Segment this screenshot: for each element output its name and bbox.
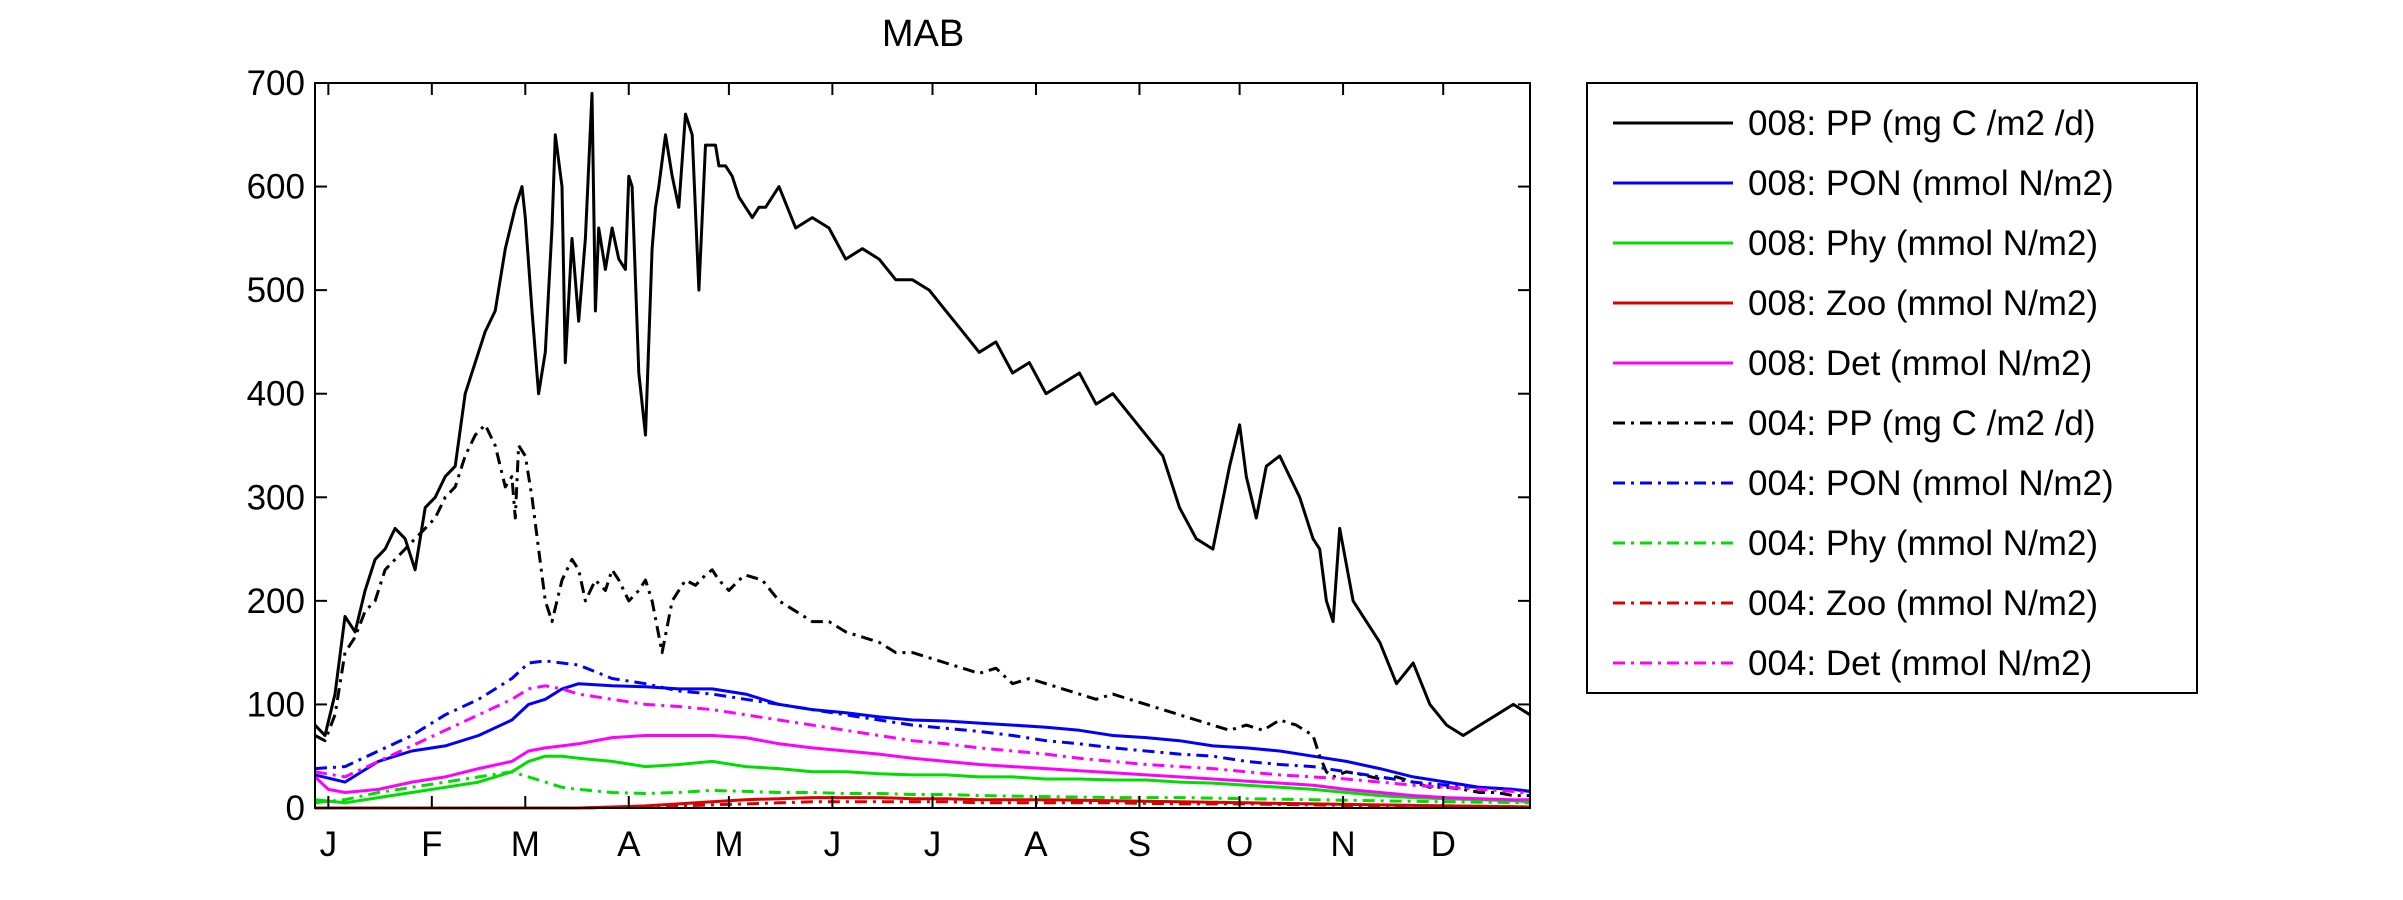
x-tick-label: M (511, 825, 540, 864)
legend-label-8: 004: Phy (mmol N/m2) (1748, 524, 2098, 563)
x-tick-label: D (1431, 825, 1456, 864)
x-tick-label: N (1330, 825, 1355, 864)
x-tick-label: O (1226, 825, 1253, 864)
y-tick-label: 0 (286, 789, 305, 828)
legend-box (1586, 82, 2198, 694)
series-line-3 (314, 754, 1531, 805)
series-line-5 (313, 734, 1530, 802)
legend-label-3: 008: Phy (mmol N/m2) (1748, 224, 2098, 263)
y-tick-label: 600 (247, 168, 305, 207)
legend-label-2: 008: PON (mmol N/m2) (1748, 164, 2114, 203)
x-tick-label: M (714, 825, 743, 864)
y-tick-label: 200 (247, 582, 305, 621)
y-tick-label: 400 (247, 375, 305, 414)
x-tick-label: A (1024, 825, 1048, 864)
legend: 008: PP (mg C /m2 /d) 008: PON (mmol N/m2… (1586, 82, 2198, 694)
x-tick-label: F (421, 825, 442, 864)
series-line-2 (314, 682, 1531, 793)
x-tick-label: J (824, 825, 842, 864)
plot-frame (314, 82, 1531, 809)
legend-label-7: 004: PON (mmol N/m2) (1748, 464, 2114, 503)
legend-label-1: 008: PP (mg C /m2 /d) (1748, 104, 2096, 143)
legend-label-4: 008: Zoo (mmol N/m2) (1748, 284, 2098, 323)
y-axis: 0 100 200 300 400 500 600 700 (247, 64, 1530, 828)
legend-label-9: 004: Zoo (mmol N/m2) (1748, 584, 2098, 623)
series-line-10 (314, 684, 1531, 795)
legend-label-5: 008: Det (mmol N/m2) (1748, 344, 2092, 383)
y-tick-label: 700 (247, 64, 305, 103)
x-tick-label: S (1128, 825, 1151, 864)
x-tick-label: J (924, 825, 942, 864)
x-tick-label: J (320, 825, 338, 864)
series-line-1 (313, 91, 1531, 737)
y-tick-label: 500 (247, 271, 305, 310)
chart-title: MAB (882, 13, 964, 55)
legend-label-10: 004: Det (mmol N/m2) (1748, 644, 2092, 683)
plot-area (315, 83, 1530, 808)
y-tick-label: 300 (247, 478, 305, 517)
series-line-8 (314, 770, 1531, 805)
legend-label-6: 004: PP (mg C /m2 /d) (1748, 404, 2096, 443)
y-tick-label: 100 (247, 685, 305, 724)
x-tick-label: A (617, 825, 641, 864)
